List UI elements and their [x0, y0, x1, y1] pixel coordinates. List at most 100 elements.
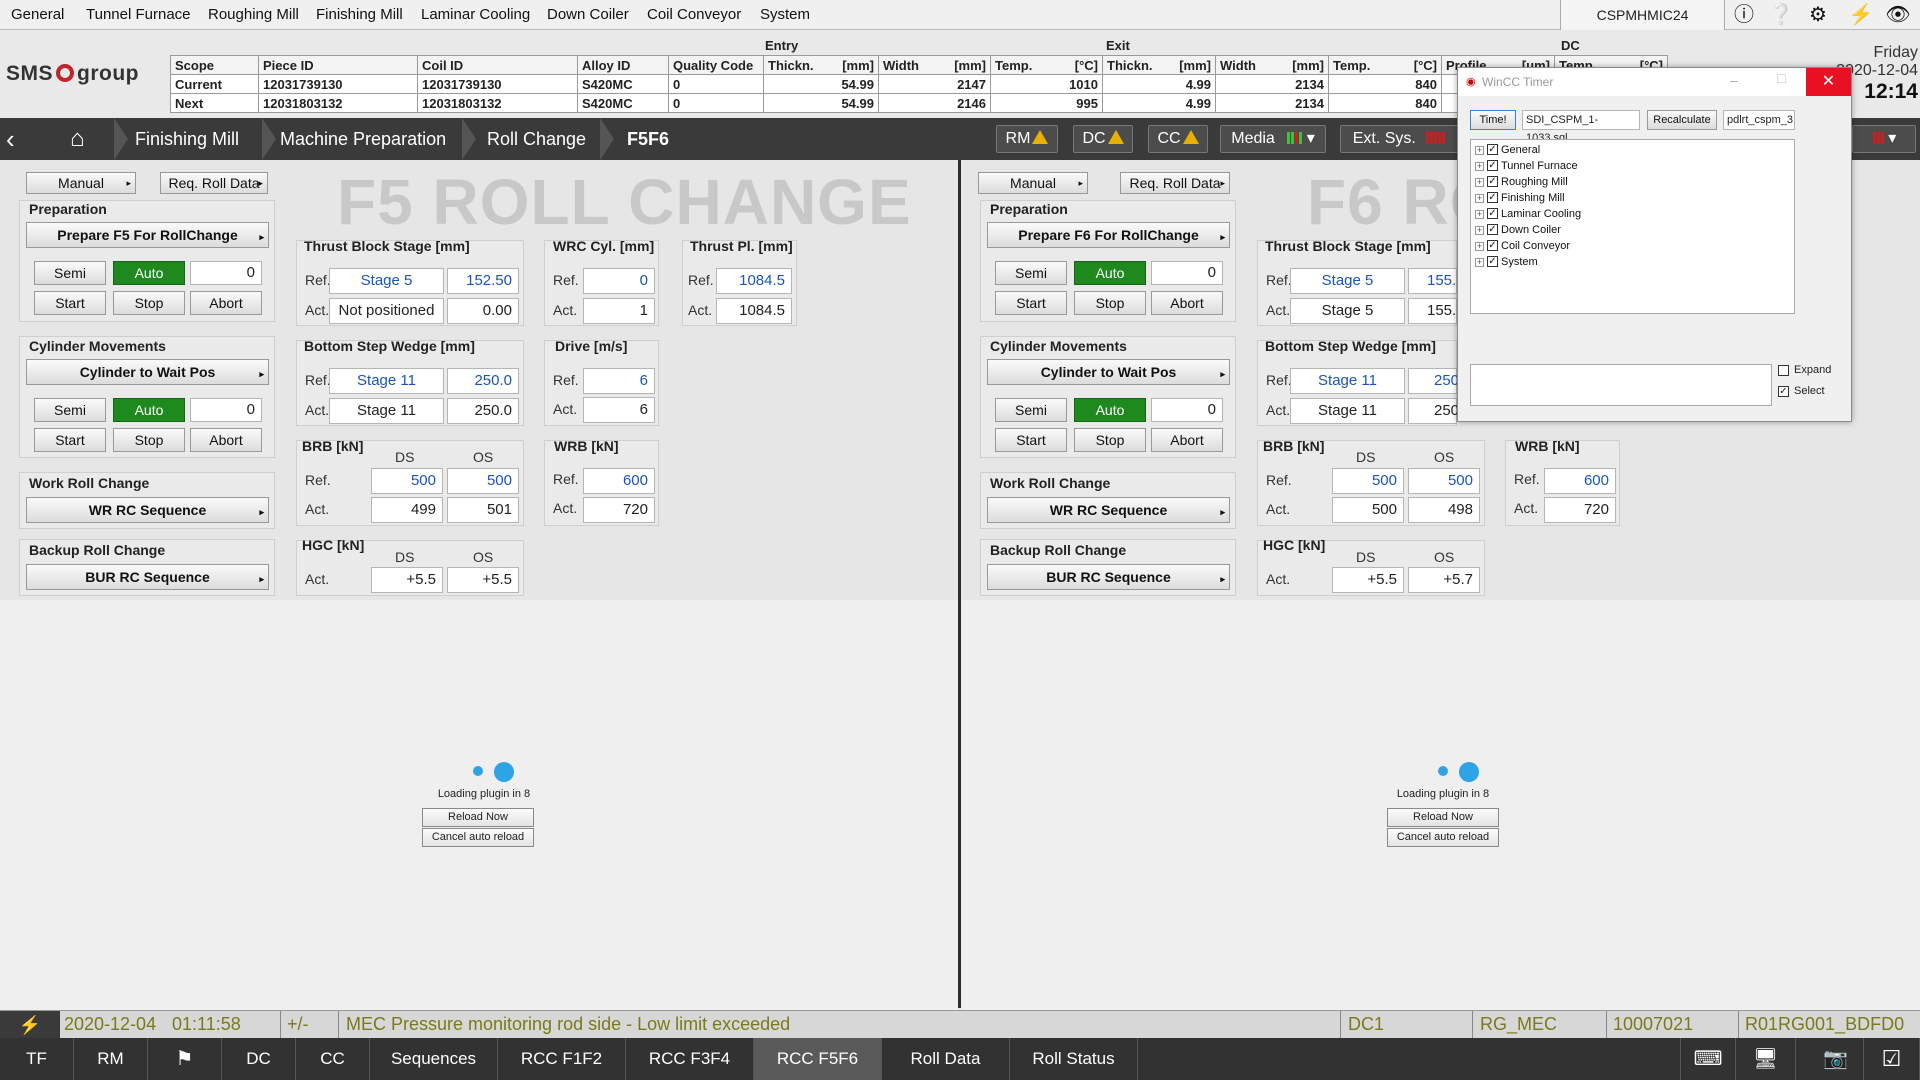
f5-prep-abort-button[interactable]: Abort	[190, 291, 262, 315]
tab-rcc-f3f4[interactable]: RCC F3F4	[626, 1038, 754, 1080]
info-icon[interactable]: ⓘ	[1734, 4, 1754, 26]
alarm-lightning-icon[interactable]: ⚡	[0, 1011, 60, 1039]
maximize-icon[interactable]: ☐	[1776, 72, 1787, 86]
f6-auto-button[interactable]: Auto	[1074, 261, 1146, 285]
output-textbox[interactable]	[1470, 364, 1772, 406]
menu-general[interactable]: General	[11, 6, 65, 23]
f6-manual-dropdown[interactable]: Manual ▸	[978, 172, 1088, 194]
col-alloy-id: Alloy ID	[577, 55, 669, 75]
keyboard-icon[interactable]: ⌨	[1680, 1038, 1736, 1080]
f6-cyl-stop-button[interactable]: Stop	[1074, 428, 1146, 452]
f6-prep-start-button[interactable]: Start	[995, 291, 1067, 315]
f6-req-roll-data-button[interactable]: Req. Roll Data ▸	[1120, 172, 1230, 194]
database-field[interactable]: pdlrt_cspm_3	[1723, 110, 1795, 130]
tab-roll-status[interactable]: Roll Status	[1010, 1038, 1138, 1080]
f5-bur-sequence-button[interactable]: BUR RC Sequence ▸	[26, 564, 269, 590]
lightning-icon[interactable]: ⚡	[1848, 4, 1874, 26]
tab-rm[interactable]: RM	[74, 1038, 148, 1080]
f6-cyl-auto-button[interactable]: Auto	[1074, 398, 1146, 422]
tab-rcc-f5f6[interactable]: RCC F5F6	[754, 1038, 882, 1080]
f5-cyl-abort-button[interactable]: Abort	[190, 428, 262, 452]
f5-cyl-stop-button[interactable]: Stop	[113, 428, 185, 452]
rm-status-button[interactable]: RM	[996, 125, 1058, 153]
select-checkbox[interactable]: ✓	[1778, 386, 1789, 397]
f6-semi-button[interactable]: Semi	[995, 261, 1067, 285]
f5-cyl-auto-button[interactable]: Auto	[113, 398, 185, 422]
time-button[interactable]: Time!	[1470, 110, 1516, 130]
tab-roll-data[interactable]: Roll Data	[882, 1038, 1010, 1080]
checklist-icon[interactable]: ☑	[1864, 1038, 1920, 1080]
home-icon[interactable]: ⌂	[70, 125, 85, 152]
eye-icon[interactable]: 👁	[1885, 4, 1911, 26]
f6-wr-sequence-button[interactable]: WR RC Sequence ▸	[987, 497, 1230, 523]
help-icon[interactable]: ❔	[1768, 4, 1794, 26]
tab-tf[interactable]: TF	[0, 1038, 74, 1080]
dc-status-button[interactable]: DC	[1073, 125, 1133, 153]
tree-item-down-coiler[interactable]: + ✓ Down Coiler	[1475, 224, 1561, 236]
camera-icon[interactable]: 📷	[1808, 1038, 1864, 1080]
ext-sys-status-button[interactable]: Ext. Sys.	[1340, 125, 1458, 153]
tree-item-general[interactable]: + ✓ General	[1475, 144, 1541, 156]
f5-prep-stop-button[interactable]: Stop	[113, 291, 185, 315]
alarm-line[interactable]: ⚡ 2020-12-04 01:11:58 +/- MEC Pressure m…	[0, 1010, 1920, 1039]
tree-item-system[interactable]: + ✓ System	[1475, 256, 1538, 268]
tab-flag[interactable]: ⚑	[148, 1038, 222, 1080]
menu-down-coiler[interactable]: Down Coiler	[547, 6, 629, 23]
f5-req-roll-data-button[interactable]: Req. Roll Data ▸	[160, 172, 268, 194]
f5-manual-dropdown[interactable]: Manual ▸	[26, 172, 136, 194]
breadcrumb-roll-change[interactable]: Roll Change	[487, 129, 587, 149]
f6-cyl-abort-button[interactable]: Abort	[1151, 428, 1223, 452]
extra-status-button[interactable]: ▾	[1852, 125, 1916, 153]
menu-finishing-mill[interactable]: Finishing Mill	[316, 6, 403, 23]
back-arrow-icon[interactable]: ‹	[6, 124, 15, 154]
f5-auto-button[interactable]: Auto	[113, 261, 185, 285]
f6-cyl-semi-button[interactable]: Semi	[995, 398, 1067, 422]
recalculate-button[interactable]: Recalculate	[1647, 110, 1717, 130]
f5-cyl-semi-button[interactable]: Semi	[34, 398, 106, 422]
f6-prep-abort-button[interactable]: Abort	[1151, 291, 1223, 315]
tab-dc[interactable]: DC	[222, 1038, 296, 1080]
menu-roughing-mill[interactable]: Roughing Mill	[208, 6, 299, 23]
f6-cancel-reload-button[interactable]: Cancel auto reload	[1387, 828, 1499, 847]
f5-cylinder-wait-pos-button[interactable]: Cylinder to Wait Pos ▸	[26, 359, 269, 385]
sql-file-field[interactable]: SDI_CSPM_1-1033.sql	[1522, 110, 1640, 144]
f6-cyl-start-button[interactable]: Start	[995, 428, 1067, 452]
cc-status-button[interactable]: CC	[1148, 125, 1208, 153]
logo-ring-icon	[56, 64, 75, 82]
breadcrumb-machine-preparation[interactable]: Machine Preparation	[280, 129, 447, 149]
monitor-icon[interactable]: 🖥	[1736, 1038, 1796, 1080]
menu-system[interactable]: System	[760, 6, 811, 23]
breadcrumb-f5f6[interactable]: F5F6	[627, 129, 670, 149]
close-icon[interactable]: ✕	[1806, 68, 1851, 96]
f5-semi-button[interactable]: Semi	[34, 261, 106, 285]
f6-bur-sequence-button[interactable]: BUR RC Sequence ▸	[987, 564, 1230, 590]
popup-titlebar[interactable]: ◉ WinCC Timer – ☐ ✕	[1458, 68, 1851, 96]
f5-prep-start-button[interactable]: Start	[34, 291, 106, 315]
tree-item-finishing-mill[interactable]: + ✓ Finishing Mill	[1475, 192, 1565, 204]
menu-tunnel-furnace[interactable]: Tunnel Furnace	[86, 6, 191, 23]
f5-reload-now-button[interactable]: Reload Now	[422, 808, 534, 827]
f6-cylinder-wait-pos-button[interactable]: Cylinder to Wait Pos ▸	[987, 359, 1230, 385]
f5-prepare-rollchange-button[interactable]: Prepare F5 For RollChange ▸	[26, 222, 269, 248]
tab-sequences[interactable]: Sequences	[370, 1038, 498, 1080]
tree-item-laminar-cooling[interactable]: + ✓ Laminar Cooling	[1475, 208, 1582, 220]
f6-reload-now-button[interactable]: Reload Now	[1387, 808, 1499, 827]
tree-item-coil-conveyor[interactable]: + ✓ Coil Conveyor	[1475, 240, 1571, 252]
menu-coil-conveyor[interactable]: Coil Conveyor	[647, 6, 742, 23]
tree-item-tunnel-furnace[interactable]: + ✓ Tunnel Furnace	[1475, 160, 1578, 172]
f6-prep-stop-button[interactable]: Stop	[1074, 291, 1146, 315]
f5-cyl-start-button[interactable]: Start	[34, 428, 106, 452]
menu-laminar-cooling[interactable]: Laminar Cooling	[421, 6, 531, 23]
settings-icon[interactable]: ⚙	[1809, 4, 1827, 26]
tree-item-roughing-mill[interactable]: + ✓ Roughing Mill	[1475, 176, 1568, 188]
minimize-icon[interactable]: –	[1730, 72, 1738, 88]
breadcrumb-finishing-mill[interactable]: Finishing Mill	[135, 129, 240, 149]
tab-cc[interactable]: CC	[296, 1038, 370, 1080]
media-status-button[interactable]: Media ▾	[1220, 125, 1326, 153]
f6-prepare-rollchange-button[interactable]: Prepare F6 For RollChange ▸	[987, 222, 1230, 248]
tab-rcc-f1f2[interactable]: RCC F1F2	[498, 1038, 626, 1080]
f5-cancel-reload-button[interactable]: Cancel auto reload	[422, 828, 534, 847]
system-tree[interactable]: + ✓ General + ✓ Tunnel Furnace + ✓ Roughing Mi…	[1470, 139, 1795, 314]
f5-wr-sequence-button[interactable]: WR RC Sequence ▸	[26, 497, 269, 523]
expand-checkbox[interactable]	[1778, 365, 1789, 376]
